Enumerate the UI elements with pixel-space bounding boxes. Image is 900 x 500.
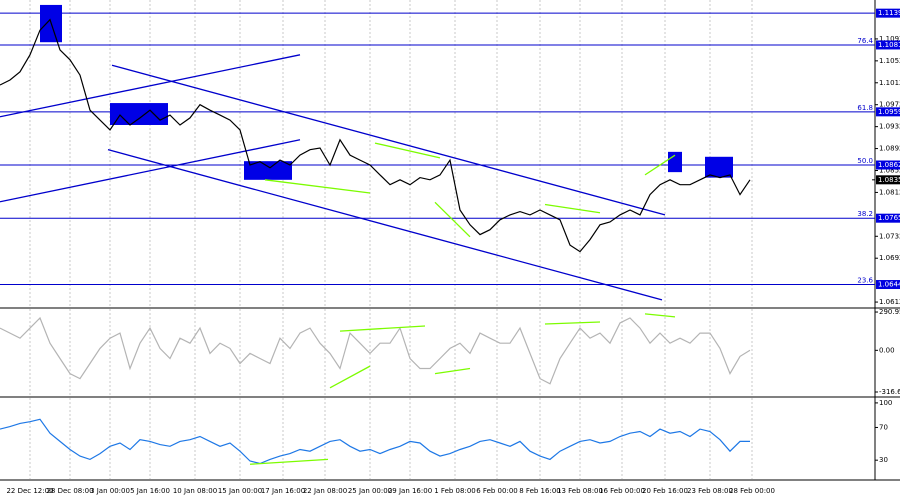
x-tick-label: 5 Jan 16:00 (130, 487, 170, 495)
x-tick-label: 20 Feb 16:00 (642, 487, 688, 495)
divergence-line (434, 367, 471, 375)
level-label: 1.1081 (878, 41, 900, 49)
x-tick-label: 13 Feb 08:00 (557, 487, 603, 495)
divergence-line (329, 365, 371, 389)
fib-label: 50.0 (857, 157, 873, 165)
level-label: 1.0959 (878, 108, 900, 116)
x-tick-label: 28 Dec 08:00 (46, 487, 93, 495)
divergence-line (374, 142, 441, 159)
divergence-line (339, 325, 426, 332)
last-price-box (876, 175, 900, 185)
level-label-box (876, 8, 900, 18)
divergence-line (264, 179, 371, 194)
y-tick-label: 1.0612 (879, 298, 900, 306)
zone (244, 161, 292, 180)
x-tick-label: 10 Jan 08:00 (173, 487, 217, 495)
y-tick-label: 1.0732 (879, 232, 900, 240)
trend-line (111, 64, 666, 216)
y-tick-label: 100 (879, 399, 892, 407)
fib-label: 38.2 (857, 210, 873, 218)
series-line (0, 18, 751, 253)
x-tick-label: 29 Jan 16:00 (388, 487, 432, 495)
level-label-box (876, 280, 900, 290)
divergence-line (644, 313, 676, 318)
x-tick-label: 15 Jan 00:00 (218, 487, 262, 495)
level-label-box (876, 160, 900, 170)
y-tick-label: 30 (879, 456, 888, 464)
last-price-label: 1.0835 (878, 176, 900, 184)
y-tick-label: 1.0812 (879, 188, 900, 196)
divergence-line (644, 154, 676, 176)
divergence-line (544, 321, 601, 325)
y-tick-label: 1.0932 (879, 123, 900, 131)
trend-line (0, 139, 301, 203)
y-tick-label: 1.1012 (879, 79, 900, 87)
x-tick-label: 17 Jan 16:00 (261, 487, 305, 495)
x-tick-label: 28 Feb 00:00 (729, 487, 775, 495)
y-tick-label: 70 (879, 423, 888, 431)
x-tick-label: 22 Dec 12:00 (6, 487, 53, 495)
trend-line (107, 149, 663, 301)
fib-label: 23.6 (857, 277, 873, 285)
y-tick-label: 290.9535 (879, 308, 900, 316)
trend-line (0, 54, 301, 118)
level-label: 1.0862 (878, 161, 900, 169)
x-tick-label: 25 Jan 00:00 (348, 487, 392, 495)
y-tick-label: 1.0972 (879, 101, 900, 109)
y-tick-label: 1.0892 (879, 145, 900, 153)
x-tick-label: 3 Jan 00:00 (90, 487, 130, 495)
series-line (0, 418, 750, 465)
level-label-box (876, 213, 900, 223)
zone (110, 103, 168, 125)
x-tick-label: 23 Feb 08:00 (687, 487, 733, 495)
divergence-line (249, 458, 329, 465)
series-line (0, 316, 751, 385)
level-label-box (876, 40, 900, 50)
y-tick-label: 1.0692 (879, 254, 900, 262)
level-label: 1.1139 (878, 9, 900, 17)
x-tick-label: 6 Feb 00:00 (476, 487, 517, 495)
zone (668, 151, 682, 173)
level-label: 1.0765 (878, 214, 900, 222)
y-tick-label: -316.690 (879, 388, 900, 396)
fib-label: 61.8 (857, 104, 873, 112)
y-tick-label: 0.00 (879, 346, 895, 354)
x-tick-label: 16 Feb 00:00 (599, 487, 645, 495)
level-label: 1.0644 (878, 281, 900, 289)
fib-label: 76.4 (857, 37, 873, 45)
level-label-box (876, 107, 900, 117)
divergence-line (434, 201, 471, 238)
y-tick-label: 1.1092 (879, 35, 900, 43)
x-tick-label: 1 Feb 08:00 (434, 487, 475, 495)
y-tick-label: 1.0852 (879, 166, 900, 174)
y-tick-label: 1.1052 (879, 57, 900, 65)
zone (705, 156, 733, 178)
x-tick-label: 8 Feb 16:00 (519, 487, 560, 495)
divergence-line (544, 203, 601, 214)
x-tick-label: 22 Jan 08:00 (303, 487, 347, 495)
